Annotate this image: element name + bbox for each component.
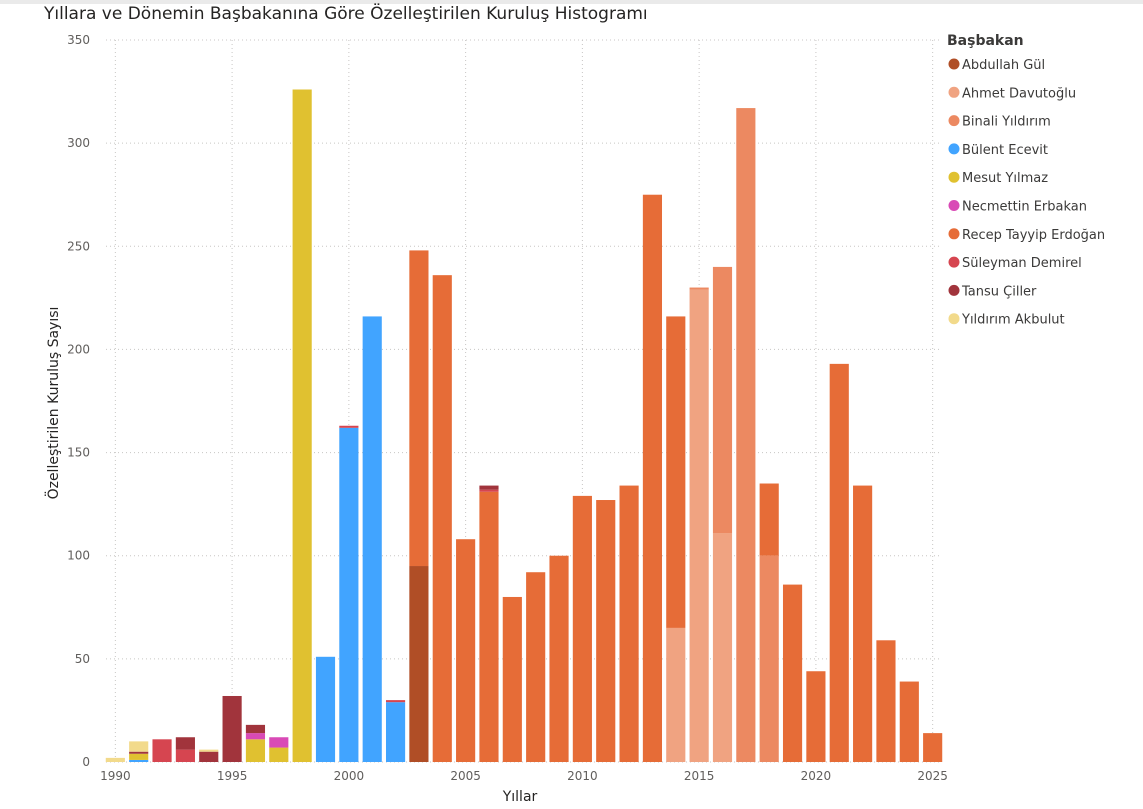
bar-segment[interactable] <box>432 275 452 762</box>
bar-segment[interactable] <box>175 737 195 750</box>
legend-item-label[interactable]: Süleyman Demirel <box>962 256 1082 271</box>
bar-segment[interactable] <box>129 759 149 762</box>
legend-swatch <box>948 143 960 155</box>
bar-segment[interactable] <box>479 489 499 492</box>
bar-segment[interactable] <box>642 194 663 762</box>
bar-segment[interactable] <box>666 316 686 628</box>
legend-swatch <box>948 58 960 70</box>
legend-item-label[interactable]: Bülent Ecevit <box>962 143 1048 158</box>
legend-swatch <box>948 200 960 211</box>
legend-swatch <box>948 256 960 268</box>
legend-item-label[interactable]: Mesut Yılmaz <box>962 171 1048 186</box>
legend-swatch <box>948 86 960 98</box>
bar-segment[interactable] <box>339 425 359 428</box>
bar-segment[interactable] <box>362 316 382 762</box>
axes: 0 50 100 150 200 250 300 350 1990 1995 2000 2005 201… <box>44 33 948 805</box>
bar-segment[interactable] <box>409 250 429 567</box>
y-tick-label: 200 <box>67 342 90 356</box>
grid-lines <box>106 39 942 763</box>
bar-segment[interactable] <box>269 737 289 748</box>
bar-segment[interactable] <box>666 627 686 762</box>
bar-segment[interactable] <box>152 739 172 762</box>
legend-item-label[interactable]: Yıldırım Akbulut <box>961 313 1065 328</box>
legend-item-label[interactable]: Ahmet Davutoğlu <box>962 86 1076 101</box>
bar-segment[interactable] <box>853 485 873 762</box>
y-axis-title: Özelleştirilen Kuruluş Sayısı <box>44 307 62 500</box>
bar-segment[interactable] <box>175 749 195 762</box>
y-tick-label: 250 <box>67 239 90 253</box>
bar-segment[interactable] <box>269 747 289 762</box>
bar-segment[interactable] <box>549 555 569 762</box>
bar-segment[interactable] <box>409 566 429 762</box>
bar-segment[interactable] <box>502 596 522 762</box>
bar-segment[interactable] <box>385 702 406 762</box>
legend-item-label[interactable]: Necmettin Erbakan <box>962 200 1087 215</box>
top-bar <box>0 0 1143 4</box>
x-tick-label: 2000 <box>334 769 365 783</box>
bar-segment[interactable] <box>199 751 219 762</box>
y-tick-label: 150 <box>67 446 90 460</box>
legend-swatch <box>948 284 960 296</box>
legend-item-label[interactable]: Binali Yıldırım <box>962 115 1051 130</box>
bar-segment[interactable] <box>245 733 266 740</box>
y-tick-label: 100 <box>67 549 90 563</box>
legend-swatch <box>948 228 960 240</box>
x-tick-label: 2005 <box>450 769 481 783</box>
legend-title: Başbakan <box>947 33 1024 49</box>
legend-swatch <box>948 313 960 325</box>
bar-segment[interactable] <box>829 363 849 762</box>
bar-segment[interactable] <box>806 671 826 762</box>
chart-title: Yıllara ve Dönemin Başbakanına Göre Özel… <box>44 4 648 24</box>
x-tick-label: 2015 <box>684 769 715 783</box>
bar-segment[interactable] <box>222 695 242 762</box>
bar-segment[interactable] <box>129 741 149 752</box>
legend-item-label[interactable]: Tansu Çiller <box>961 284 1037 299</box>
bar-segment[interactable] <box>923 733 943 762</box>
bar-segment[interactable] <box>129 751 149 754</box>
legend-item-label[interactable]: Recep Tayyip Erdoğan <box>962 228 1105 243</box>
bar-segment[interactable] <box>689 289 709 762</box>
x-tick-label: 2010 <box>567 769 598 783</box>
bar-segment[interactable] <box>199 749 219 752</box>
bars <box>105 89 943 763</box>
bar-segment[interactable] <box>245 739 266 762</box>
bar-segment[interactable] <box>876 640 896 762</box>
legend-swatch <box>948 115 960 127</box>
bar-segment[interactable] <box>339 427 359 762</box>
x-tick-label: 1995 <box>217 769 248 783</box>
y-tick-label: 50 <box>75 652 90 666</box>
legend-item-label[interactable]: Abdullah Gül <box>962 58 1045 73</box>
x-tick-label: 2025 <box>917 769 948 783</box>
bar-segment[interactable] <box>129 753 149 760</box>
y-tick-label: 300 <box>67 136 90 150</box>
bar-segment[interactable] <box>456 539 476 762</box>
bar-segment[interactable] <box>712 266 733 534</box>
bar-segment[interactable] <box>385 700 406 703</box>
y-tick-label: 0 <box>82 755 90 769</box>
bar-segment[interactable] <box>292 89 312 763</box>
bar-segment[interactable] <box>689 287 709 290</box>
bar-segment[interactable] <box>479 485 499 490</box>
bar-segment[interactable] <box>245 724 266 734</box>
bar-segment[interactable] <box>619 485 639 762</box>
legend: Başbakan Abdullah Gül Ahmet Davutoğlu Binal… <box>947 33 1105 328</box>
legend-swatch <box>948 171 960 183</box>
bar-segment[interactable] <box>596 500 616 762</box>
bar-segment[interactable] <box>782 584 803 762</box>
bar-segment[interactable] <box>712 533 733 762</box>
bar-segment[interactable] <box>572 495 592 762</box>
bar-segment[interactable] <box>526 572 546 762</box>
x-axis-title: Yıllar <box>502 789 538 805</box>
bar-segment[interactable] <box>759 555 779 762</box>
bar-segment[interactable] <box>315 656 336 762</box>
bar-segment[interactable] <box>479 491 499 762</box>
bar-segment[interactable] <box>899 681 919 762</box>
bar-segment[interactable] <box>736 108 756 763</box>
bar-segment[interactable] <box>759 483 779 556</box>
y-tick-label: 350 <box>67 33 90 47</box>
bar-segment[interactable] <box>105 757 125 762</box>
x-tick-label: 2020 <box>801 769 832 783</box>
x-tick-label: 1990 <box>100 769 131 783</box>
